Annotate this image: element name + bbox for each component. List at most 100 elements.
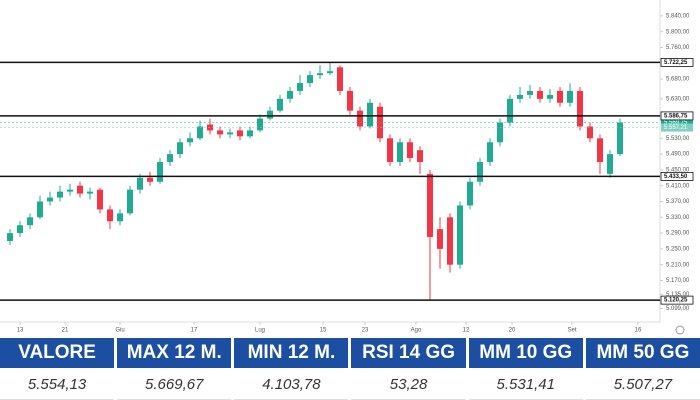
x-tick-label: 16 xyxy=(635,328,642,334)
candle-body xyxy=(517,94,523,99)
y-tick-label: 5.099,00 xyxy=(666,306,690,312)
candle-body xyxy=(457,205,463,265)
candle-body xyxy=(487,142,493,163)
level-label: 5.586,75 xyxy=(664,113,688,119)
y-tick-label: 5.410,00 xyxy=(666,183,690,189)
x-tick-label: 13 xyxy=(17,328,24,334)
candle-body xyxy=(287,90,293,99)
x-tick-label: 23 xyxy=(362,328,369,334)
value-cell: 5.507,27 xyxy=(585,371,700,400)
x-tick-label: 15 xyxy=(320,328,327,334)
candle-body xyxy=(347,90,353,111)
level-badge xyxy=(660,111,694,121)
candle-body xyxy=(97,189,103,210)
y-tick-label: 5.840,00 xyxy=(666,13,690,19)
y-tick-label: 5.680,00 xyxy=(666,77,690,83)
candle-body xyxy=(617,122,623,155)
candle-body xyxy=(107,209,113,222)
candle-body xyxy=(477,162,483,182)
x-tick-label: Set xyxy=(567,328,576,334)
settings-icon[interactable] xyxy=(675,325,685,335)
candle-body xyxy=(237,130,243,137)
candle-body xyxy=(327,71,333,74)
candle-body xyxy=(317,73,323,76)
candle-body xyxy=(147,177,153,182)
level-label: 5.433,50 xyxy=(664,174,688,180)
candle-body xyxy=(587,126,593,139)
y-tick-label: 5.290,00 xyxy=(666,231,690,237)
candle-body xyxy=(527,90,533,95)
header-cell: VALORE xyxy=(0,338,115,368)
y-tick-label: 5.135,00 xyxy=(666,292,690,298)
candle-body xyxy=(387,138,393,163)
header-cell: MIN 12 M. xyxy=(234,338,349,368)
candle-body xyxy=(87,191,93,194)
candle-body xyxy=(447,217,453,265)
y-tick-label: 5.370,00 xyxy=(666,199,690,205)
chart: 5.840,00 5.800,00 5.760,00 5.680,00 5.630,00… xyxy=(0,0,694,335)
candle-body xyxy=(257,118,263,131)
y-tick-label: 5.490,00 xyxy=(666,152,690,158)
candle-body xyxy=(607,154,613,174)
header-cell: MM 10 GG xyxy=(468,338,583,368)
candle-body xyxy=(77,185,83,194)
price-badge xyxy=(661,123,693,132)
candle-body xyxy=(57,191,63,198)
candle-body xyxy=(137,177,143,190)
candle-body xyxy=(397,142,403,163)
header-cell: RSI 14 GG xyxy=(351,338,466,368)
value-cell: 4.103,78 xyxy=(234,371,349,400)
candle-body xyxy=(227,132,233,135)
y-tick-label: 5.800,00 xyxy=(666,29,690,35)
candle-body xyxy=(507,98,513,123)
candle-body xyxy=(357,110,363,127)
candle-body xyxy=(37,201,43,218)
candle-body xyxy=(67,189,73,192)
x-tick-label: 12 xyxy=(463,328,470,334)
price-badge xyxy=(661,118,693,127)
level-badge xyxy=(660,172,694,181)
candle-body xyxy=(367,102,373,127)
y-tick-label: 5.170,00 xyxy=(666,278,690,284)
candle-body xyxy=(127,189,133,214)
candle-body xyxy=(567,90,573,103)
x-tick-label: Giu xyxy=(115,328,124,334)
y-tick-label: 5.250,00 xyxy=(666,246,690,252)
x-tick-label: Lug xyxy=(255,328,265,334)
candle-body xyxy=(307,75,313,84)
price-badge-label: 5.557,21 xyxy=(664,125,688,131)
candle-body xyxy=(337,67,343,91)
candle-body xyxy=(187,138,193,143)
y-tick-label: 5.630,00 xyxy=(666,96,690,102)
y-tick-label: 5.210,00 xyxy=(666,262,690,268)
header-cell: MAX 12 M. xyxy=(117,338,232,368)
candle-body xyxy=(277,98,283,111)
candle-body xyxy=(597,138,603,163)
price-badge-label: 5.569,75 xyxy=(664,120,688,126)
candle-body xyxy=(407,142,413,159)
header-cell: MM 50 GG xyxy=(585,338,700,368)
x-tick-label: 21 xyxy=(62,328,69,334)
candle-body xyxy=(497,122,503,143)
level-badge xyxy=(660,295,694,305)
y-tick-label: 5.330,00 xyxy=(666,215,690,221)
x-tick-label: 20 xyxy=(509,328,516,334)
candle-body xyxy=(297,83,303,91)
value-cell: 5.669,67 xyxy=(117,371,232,400)
candle-body xyxy=(7,233,13,241)
candle-body xyxy=(557,90,563,103)
level-badge xyxy=(660,57,694,67)
level-label: 5.722,25 xyxy=(664,60,688,66)
candle-body xyxy=(207,124,213,131)
candle-body xyxy=(177,142,183,155)
value-cell: 5.554,13 xyxy=(0,371,115,400)
candle-body xyxy=(167,154,173,163)
candle-body xyxy=(437,229,443,249)
stats-table: VALORE MAX 12 M. MIN 12 M. RSI 14 GG MM 10 G… xyxy=(0,338,700,400)
candle-body xyxy=(17,225,23,234)
candle-body xyxy=(267,110,273,119)
value-cell: 53,28 xyxy=(351,371,466,400)
value-cell: 5.531,41 xyxy=(468,371,583,400)
level-label: 5.120,25 xyxy=(664,298,688,304)
